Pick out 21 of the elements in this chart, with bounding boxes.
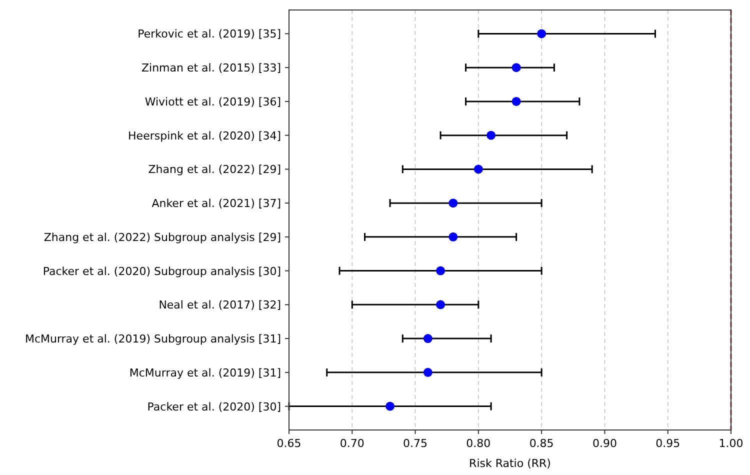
x-tick-label: 0.95 bbox=[656, 437, 680, 450]
x-tick-label: 0.85 bbox=[529, 437, 554, 450]
y-tick-label: Neal et al. (2017) [32] bbox=[158, 298, 281, 312]
y-tick-label: Wiviott et al. (2019) [36] bbox=[144, 95, 281, 108]
x-axis-title: Risk Ratio (RR) bbox=[469, 457, 551, 470]
x-tick-label: 1.00 bbox=[718, 437, 744, 450]
x-tick-label: 0.75 bbox=[403, 437, 428, 450]
x-tick-label: 0.65 bbox=[276, 437, 302, 450]
y-tick-label: Zinman et al. (2015) [33] bbox=[141, 62, 281, 75]
y-tick-label: Packer et al. (2020) Subgroup analysis [30] bbox=[42, 264, 281, 278]
y-tick-label: Anker et al. (2021) [37] bbox=[152, 197, 281, 210]
x-tick-label: 0.80 bbox=[466, 437, 491, 450]
y-tick-label: McMurray et al. (2019) Subgroup analysis [31] bbox=[24, 332, 281, 346]
y-tick-label: Heerspink et al. (2020) [34] bbox=[128, 129, 281, 142]
y-tick-label: Packer et al. (2020) [30] bbox=[147, 400, 281, 414]
y-tick-label: Zhang et al. (2022) [29] bbox=[148, 163, 281, 176]
y-tick-label: Perkovic et al. (2019) [35] bbox=[138, 28, 281, 41]
x-tick-label: 0.90 bbox=[592, 437, 617, 450]
x-tick-label: 0.70 bbox=[340, 437, 364, 450]
y-tick-label: Zhang et al. (2022) Subgroup analysis [29] bbox=[44, 230, 281, 244]
y-tick-label: McMurray et al. (2019) [31] bbox=[129, 366, 281, 380]
